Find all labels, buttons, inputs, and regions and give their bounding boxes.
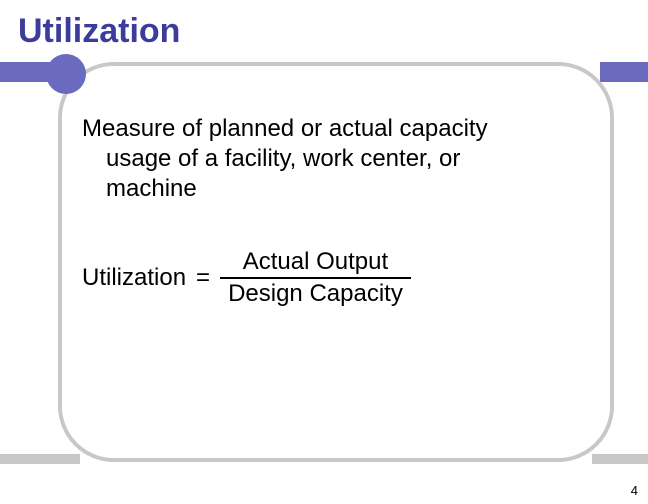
definition-text: Measure of planned or actual capacity us…: [82, 114, 592, 204]
formula-denominator: Design Capacity: [220, 279, 411, 308]
page-title: Utilization: [18, 12, 180, 51]
formula-numerator: Actual Output: [235, 248, 396, 277]
bottom-band-left: [0, 454, 70, 464]
utilization-formula: Utilization = Actual Output Design Capac…: [82, 248, 411, 308]
slide: Utilization Measure of planned or actual…: [0, 0, 648, 504]
definition-line1: Measure of planned or actual capacity: [82, 114, 592, 144]
formula-equals: =: [196, 264, 210, 292]
page-number: 4: [631, 483, 638, 498]
accent-dot: [46, 54, 86, 94]
definition-line2: usage of a facility, work center, or: [82, 144, 592, 174]
definition-line3: machine: [82, 174, 592, 204]
formula-lhs: Utilization: [82, 264, 186, 292]
formula-fraction: Actual Output Design Capacity: [220, 248, 411, 308]
bottom-band-right: [603, 454, 648, 464]
top-band-right: [614, 62, 648, 82]
